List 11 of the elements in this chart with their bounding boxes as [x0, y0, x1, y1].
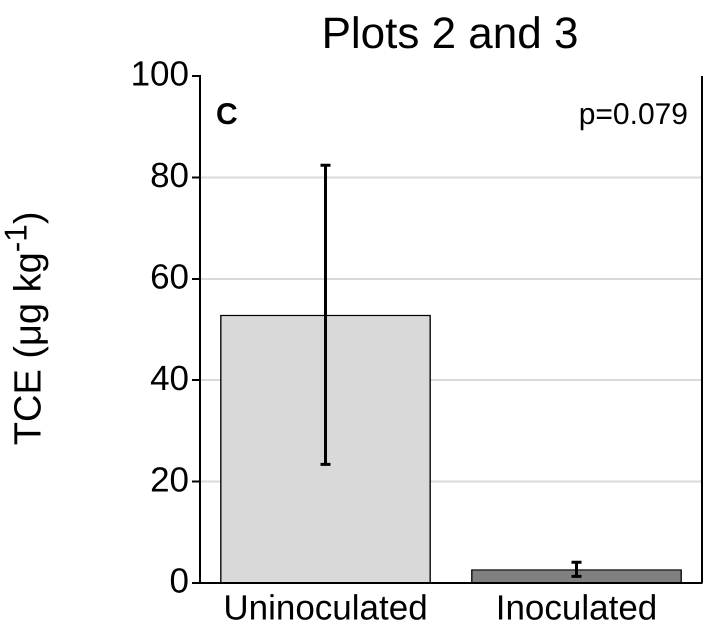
annotation: C: [216, 98, 238, 132]
annotation: p=0.079: [578, 98, 688, 132]
x-tick-label: Uninoculated: [223, 588, 428, 628]
y-tick-label: 80: [150, 156, 189, 196]
y-tick-label: 40: [150, 358, 189, 398]
chart-title: Plots 2 and 3: [320, 8, 580, 60]
y-tick-label: 20: [150, 460, 189, 500]
y-tick-label: 0: [170, 562, 189, 601]
x-tick-label: Inoculated: [496, 588, 658, 628]
y-tick-label: 60: [150, 257, 189, 296]
y-tick-label: 100: [130, 54, 189, 94]
